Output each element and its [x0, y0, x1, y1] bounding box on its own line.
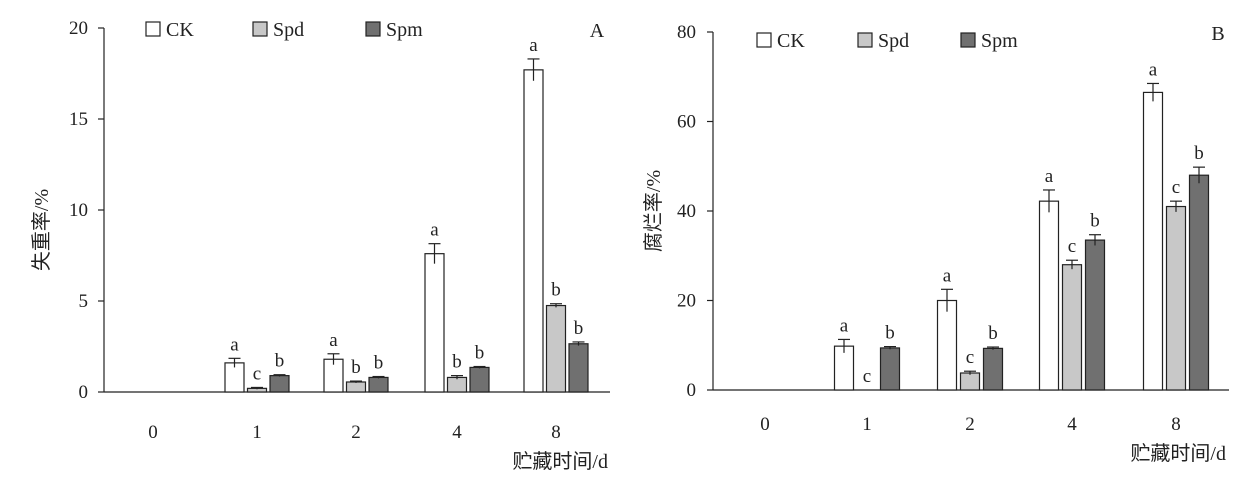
y-tick-label: 15 [69, 109, 88, 130]
legend-swatch-spd [252, 21, 268, 37]
bar-ck [523, 69, 544, 393]
bar-ck [936, 299, 958, 391]
legend-swatch-spm [960, 32, 976, 48]
bar-spm [568, 343, 589, 393]
significance-label: b [351, 357, 361, 378]
significance-label: c [1172, 177, 1180, 198]
x-axis-label: 贮藏时间/d [1130, 442, 1226, 465]
significance-label: c [863, 366, 871, 387]
x-tick-label: 4 [452, 422, 462, 443]
legend-label-spd: Spd [878, 30, 909, 52]
significance-label: c [1068, 236, 1076, 257]
legend-label-spm: Spm [981, 30, 1018, 52]
y-ticks: 0 5 10 15 20 [69, 18, 104, 403]
significance-label: a [1149, 59, 1158, 80]
x-tick-label: 2 [965, 414, 975, 435]
panel-label: B [1211, 23, 1224, 45]
x-tick-label: 8 [1171, 414, 1181, 435]
legend-swatch-spd [857, 32, 873, 48]
x-tick-label: 8 [551, 422, 561, 443]
x-axis-label: 贮藏时间/d [512, 450, 608, 473]
y-tick-label: 60 [677, 112, 696, 133]
legend-label-ck: CK [166, 19, 194, 41]
bar-spm [469, 366, 490, 393]
significance-label: a [329, 330, 338, 351]
legend-label-ck: CK [777, 30, 805, 52]
y-axis-label: 失重率/% [30, 189, 53, 271]
y-tick-label: 0 [79, 382, 89, 403]
legend-swatch-spm [365, 21, 381, 37]
bar-spd [1061, 264, 1083, 391]
legend-swatch-ck [756, 32, 772, 48]
y-tick-label: 20 [69, 18, 88, 39]
panel-label: A [590, 20, 605, 42]
significance-label: b [988, 323, 998, 344]
significance-label: b [1090, 211, 1100, 232]
bar-spd [959, 372, 981, 391]
legend-label-spm: Spm [386, 19, 423, 41]
y-tick-label: 5 [79, 291, 89, 312]
bar-spd [446, 376, 468, 393]
bar-ck [1038, 200, 1060, 391]
x-tick-label: 1 [252, 422, 262, 443]
bar-spm [879, 347, 901, 391]
y-axis-label: 腐烂率/% [642, 170, 665, 252]
bar-spm [1084, 239, 1106, 391]
bar-spd [345, 381, 367, 393]
x-tick-label: 0 [148, 422, 158, 443]
legend: CK Spd Spm [145, 19, 423, 41]
x-tick-label: 2 [351, 422, 361, 443]
significance-label: b [275, 351, 285, 372]
y-tick-label: 20 [677, 291, 696, 312]
significance-label: b [885, 323, 895, 344]
x-ticks: 0 1 2 4 8 [148, 422, 561, 443]
legend-label-spd: Spd [273, 19, 304, 41]
significance-label: b [551, 280, 561, 301]
bar-spm [368, 376, 389, 393]
significance-label: a [430, 220, 439, 241]
significance-label: c [966, 347, 974, 368]
bar-spm [1188, 174, 1210, 391]
bar-ck [1142, 91, 1164, 391]
significance-label: a [840, 315, 849, 336]
significance-label: b [1194, 143, 1204, 164]
y-tick-label: 0 [687, 380, 697, 401]
significance-label: a [943, 265, 952, 286]
chart-panel-a: 失重率/% 贮藏时间/d A CK Spd Spm 0 5 10 15 20 0 1 2 4 8… [30, 18, 610, 473]
bar-spd [545, 304, 567, 393]
legend-swatch-ck [145, 21, 161, 37]
x-tick-label: 0 [760, 414, 770, 435]
x-tick-label: 4 [1067, 414, 1077, 435]
bar-spm [269, 375, 290, 393]
significance-label: b [452, 352, 462, 373]
x-tick-label: 1 [862, 414, 872, 435]
y-tick-label: 10 [69, 200, 88, 221]
y-ticks: 0 20 40 60 80 [677, 22, 713, 401]
x-ticks: 0 1 2 4 8 [760, 414, 1181, 435]
significance-label: b [475, 343, 485, 364]
y-tick-label: 40 [677, 201, 696, 222]
legend: CK Spd Spm [756, 30, 1018, 52]
bar-spm [982, 347, 1004, 391]
significance-label: b [374, 353, 384, 374]
bar-ck [424, 253, 445, 393]
significance-label: b [574, 318, 584, 339]
chart-panel-b: 腐烂率/% 贮藏时间/d B CK Spd Spm 0 20 40 60 80 0 1 2 4… [642, 22, 1229, 465]
significance-label: a [230, 334, 239, 355]
significance-label: c [253, 363, 261, 384]
bar-spd [1165, 205, 1187, 391]
significance-label: a [1045, 166, 1054, 187]
y-tick-label: 80 [677, 22, 696, 43]
significance-label: a [529, 35, 538, 56]
